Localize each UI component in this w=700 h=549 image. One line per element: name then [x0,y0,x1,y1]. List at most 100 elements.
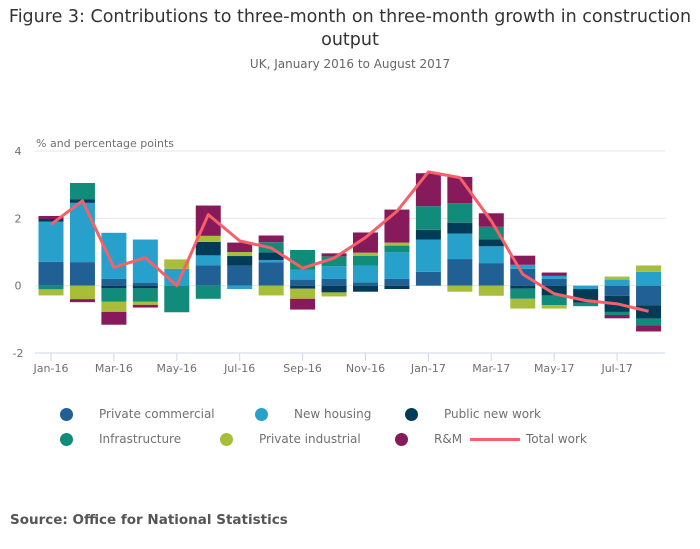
bar-segment-private-commercial [478,263,504,286]
bar-segment-private-industrial [478,285,504,296]
legend-item[interactable]: Infrastructure [60,429,181,449]
bar-segment-infrastructure [604,311,630,315]
y-axis-labels: -2 0 2 4 [13,145,24,360]
bar-segment-private-industrial [38,289,64,296]
bar-segment-private-commercial [447,259,473,286]
bar-segment-private-commercial [541,278,567,286]
legend-label: Private industrial [259,432,361,446]
legend-label: New housing [294,407,372,421]
legend-label: Private commercial [99,407,215,421]
x-tick-label: Jul-16 [223,362,255,375]
bar-segment-private-industrial [101,301,127,312]
source-note: Source: Office for National Statistics [10,512,288,528]
bar-segment-r-m [541,272,567,276]
bar-segment-new-housing [478,246,504,264]
bar-segment-new-housing [636,271,662,286]
bar-segment-r-m [510,255,536,265]
legend-item[interactable]: R&M [395,429,462,449]
x-tick-label: Nov-16 [346,362,385,375]
bar-segment-r-m [132,304,158,308]
bar-segment-r-m [69,299,95,303]
x-tick-label: Mar-17 [472,362,510,375]
legend-item[interactable]: Private commercial [60,404,215,424]
legend-item[interactable]: Public new work [405,404,541,424]
bar-segment-public-new-work [510,285,536,289]
bar-segment-infrastructure [415,206,441,230]
bar-segment-private-industrial [132,301,158,305]
bar-segment-r-m [290,298,316,310]
bars [38,173,662,332]
bar-stack [447,176,473,292]
bar-segment-infrastructure [636,318,662,326]
bar-stack [541,272,567,309]
bar-segment-new-housing [101,232,127,279]
bar-segment-private-industrial [290,288,316,299]
bar-segment-public-new-work [541,285,567,296]
bar-segment-r-m [384,209,410,243]
bar-segment-private-industrial [69,285,95,300]
y-tick-label: 0 [15,280,22,293]
bar-segment-private-commercial [195,265,221,286]
bar-segment-r-m [415,173,441,207]
x-axis: Jan-16 Mar-16 May-16 Jul-16 Sep-16 Nov-16 Jan-… [33,352,665,375]
bar-segment-infrastructure [353,255,378,266]
bar-stack [321,253,347,297]
bar-segment-public-new-work [227,256,253,266]
bar-segment-r-m [353,232,378,253]
legend-line-swatch [470,437,520,441]
bar-segment-infrastructure [164,285,190,313]
bar-segment-private-commercial [227,265,253,286]
legend-item[interactable]: New housing [255,404,371,424]
bar-stack [636,265,662,332]
chart-subtitle: UK, January 2016 to August 2017 [249,57,451,71]
x-tick-label: Mar-16 [95,362,133,375]
bar-segment-infrastructure [510,288,536,299]
bar-segment-public-new-work [290,285,316,289]
legend-label: Infrastructure [99,432,182,446]
bar-stack [353,232,378,292]
bar-segment-private-industrial [384,242,410,246]
bar-segment-infrastructure [384,245,410,253]
bar-segment-infrastructure [132,288,158,302]
bar-segment-private-commercial [69,262,95,286]
bar-segment-public-new-work [321,285,347,293]
bar-segment-new-housing [510,264,536,269]
bar-segment-private-industrial [195,235,221,242]
bar-segment-private-industrial [604,276,630,280]
bar-segment-new-housing [38,221,64,262]
bar-stack [132,239,158,308]
bar-segment-public-new-work [353,285,378,292]
bar-segment-public-new-work [447,222,473,234]
bar-segment-private-commercial [636,285,662,306]
bar-segment-public-new-work [258,252,284,261]
bar-segment-public-new-work [195,241,221,256]
gridlines [35,150,665,287]
legend-dot-swatch [60,407,73,421]
bar-segment-r-m [321,253,347,257]
chart-title: Figure 3: Contributions to three-month o… [8,7,692,50]
bar-segment-new-housing [290,269,316,280]
bar-segment-new-housing [573,285,599,290]
legend-dot-swatch [255,407,268,421]
bar-segment-public-new-work [132,285,158,289]
bar-segment-private-industrial [636,265,662,272]
y-axis-title: % and percentage points [36,137,174,150]
legend-label: R&M [434,432,463,446]
legend-dot-swatch [395,432,408,446]
bar-segment-new-housing [384,252,410,279]
bar-segment-private-industrial [510,298,536,309]
bar-stack [195,205,221,299]
bar-segment-private-commercial [510,268,536,286]
bar-segment-infrastructure [541,295,567,306]
bar-segment-new-housing [258,260,284,263]
bar-segment-infrastructure [195,285,221,299]
bar-stack [38,215,64,296]
legend-item[interactable]: Total work [470,429,587,449]
bar-segment-infrastructure [321,256,347,267]
bar-segment-public-new-work [478,239,504,247]
bar-stack [227,242,253,290]
bar-segment-private-commercial [415,271,441,286]
bar-stack [384,209,410,290]
legend-item[interactable]: Private industrial [220,429,361,449]
bar-segment-private-commercial [101,278,127,286]
